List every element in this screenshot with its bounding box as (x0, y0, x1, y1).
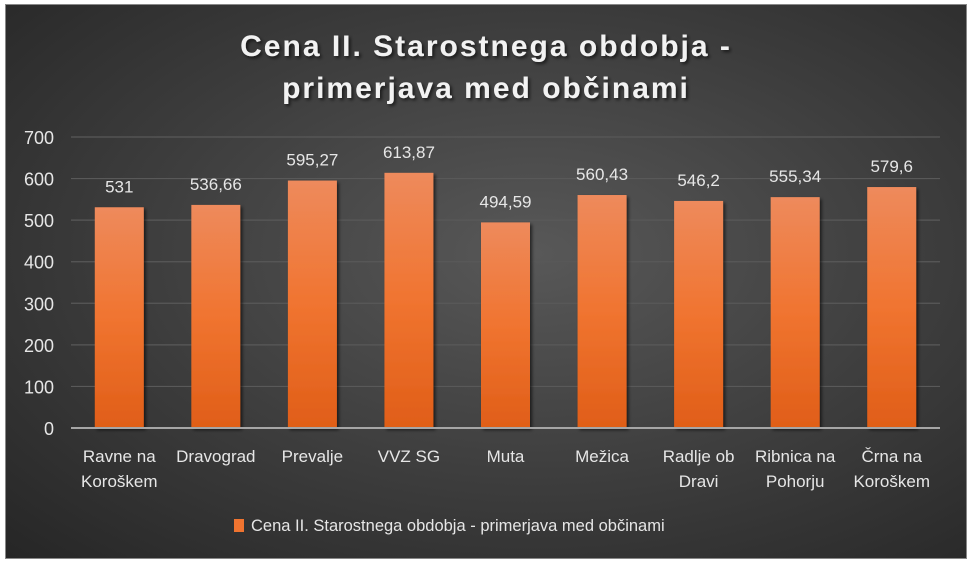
bar (577, 195, 627, 428)
y-tick-label: 500 (24, 211, 54, 231)
legend-label: Cena II. Starostnega obdobja - primerjav… (251, 517, 665, 535)
data-label: 531 (105, 177, 133, 196)
data-label: 555,34 (769, 167, 821, 186)
y-tick-label: 700 (24, 128, 54, 148)
chart-title: Cena II. Starostnega obdobja - primerjava… (240, 30, 732, 105)
y-tick-label: 200 (24, 336, 54, 356)
x-tick-label: Dravograd (176, 447, 255, 466)
data-label: 579,6 (870, 157, 913, 176)
x-tick-label: Muta (487, 447, 525, 466)
data-label: 494,59 (480, 192, 532, 211)
bar (94, 207, 144, 428)
bar (191, 204, 241, 428)
data-label: 536,66 (190, 175, 242, 194)
y-axis-ticks: 0 100 200 300 400 500 600 700 (24, 128, 54, 439)
x-tick-label: Dravi (679, 472, 719, 491)
bars: 531 536,66 595,27 613,87 494,59 560,43 546,2 55… (94, 143, 917, 428)
legend: Cena II. Starostnega obdobja - primerjav… (234, 517, 665, 535)
y-tick-label: 300 (24, 294, 54, 314)
y-tick-label: 400 (24, 253, 54, 273)
bar (867, 187, 917, 428)
x-tick-label: Koroškem (853, 472, 930, 491)
x-tick-label: Ravne na (83, 447, 156, 466)
x-tick-label: Prevalje (282, 447, 343, 466)
bar (384, 172, 434, 428)
bar (674, 200, 724, 428)
x-tick-label: Koroškem (81, 472, 158, 491)
bar (770, 197, 820, 428)
y-tick-label: 600 (24, 170, 54, 190)
chart-title-line: primerjava med občinami (282, 72, 690, 105)
y-tick-label: 100 (24, 377, 54, 397)
data-label: 595,27 (286, 151, 338, 170)
x-tick-label: Črna na (861, 447, 922, 466)
chart-title-line: Cena II. Starostnega obdobja - (240, 30, 732, 63)
bar (287, 180, 337, 428)
x-tick-label: VVZ SG (378, 447, 440, 466)
x-tick-label: Mežica (575, 447, 629, 466)
x-tick-label: Radlje ob (663, 447, 735, 466)
x-axis-ticks: Ravne na Koroškem Dravograd Prevalje VVZ SG M… (71, 427, 940, 491)
legend-swatch (234, 519, 244, 532)
data-label: 560,43 (576, 165, 628, 184)
y-tick-label: 0 (44, 419, 54, 439)
x-tick-label: Ribnica na (755, 447, 836, 466)
x-tick-label: Pohorju (766, 472, 825, 491)
bar (481, 222, 530, 428)
data-label: 613,87 (383, 143, 435, 162)
data-label: 546,2 (677, 171, 720, 190)
